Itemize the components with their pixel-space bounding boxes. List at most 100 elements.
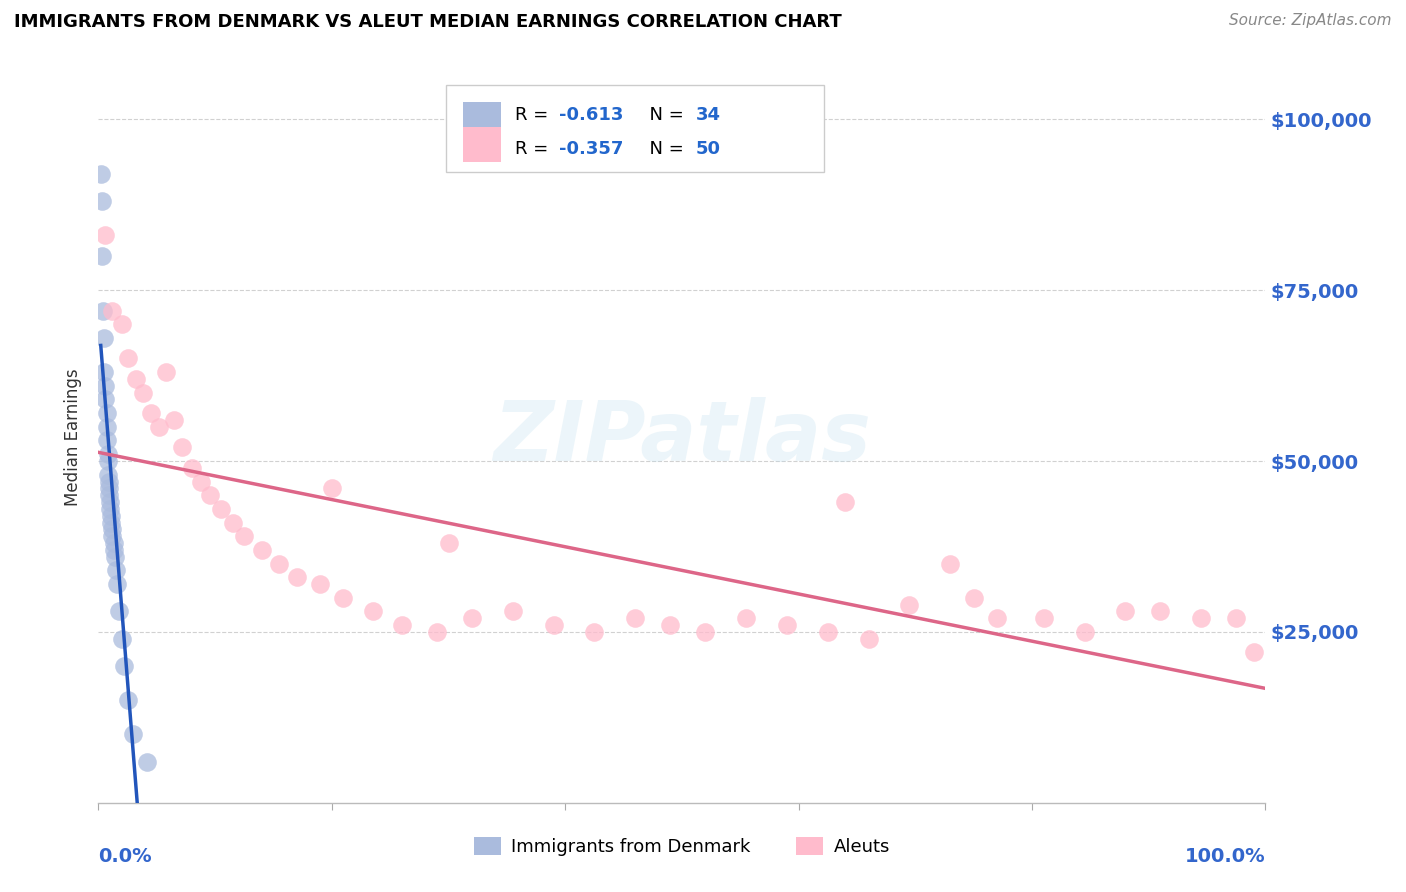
Point <box>1225 611 1247 625</box>
Point <box>1149 604 1171 618</box>
Point <box>391 618 413 632</box>
Point <box>108 604 131 618</box>
Point <box>659 618 682 632</box>
Text: N =: N = <box>637 140 689 158</box>
Point <box>100 508 122 523</box>
Point <box>101 522 124 536</box>
FancyBboxPatch shape <box>463 102 501 137</box>
Text: IMMIGRANTS FROM DENMARK VS ALEUT MEDIAN EARNINGS CORRELATION CHART: IMMIGRANTS FROM DENMARK VS ALEUT MEDIAN … <box>14 13 842 31</box>
Point <box>233 529 256 543</box>
Point <box>695 624 717 639</box>
Point <box>209 501 232 516</box>
Point <box>172 440 194 454</box>
Point <box>180 460 202 475</box>
Point <box>426 624 449 639</box>
Point <box>101 303 124 318</box>
Text: R =: R = <box>515 106 554 124</box>
Point <box>97 447 120 461</box>
Point <box>98 495 121 509</box>
Point <box>155 365 177 379</box>
Point <box>125 372 148 386</box>
Point <box>97 481 120 495</box>
Point <box>122 727 145 741</box>
Point <box>97 467 120 482</box>
Point <box>111 632 134 646</box>
Point <box>103 536 125 550</box>
Point <box>96 406 118 420</box>
Point <box>97 488 120 502</box>
Text: N =: N = <box>637 106 689 124</box>
Point <box>624 611 647 625</box>
Text: -0.613: -0.613 <box>560 106 624 124</box>
Point <box>437 536 460 550</box>
Point <box>98 501 121 516</box>
Point <box>776 618 799 632</box>
Text: 100.0%: 100.0% <box>1185 847 1265 866</box>
Text: R =: R = <box>515 140 554 158</box>
Point <box>361 604 384 618</box>
Point <box>111 318 134 332</box>
Point <box>939 557 962 571</box>
Point <box>735 611 758 625</box>
Point <box>190 475 212 489</box>
Point <box>93 365 115 379</box>
Point <box>105 577 128 591</box>
Text: Source: ZipAtlas.com: Source: ZipAtlas.com <box>1229 13 1392 29</box>
Point <box>163 413 186 427</box>
Point <box>332 591 354 605</box>
Point <box>96 434 118 448</box>
Point <box>104 549 127 564</box>
Point <box>1243 645 1265 659</box>
Point <box>502 604 524 618</box>
Point <box>132 385 155 400</box>
Point <box>583 624 606 639</box>
Point <box>986 611 1008 625</box>
Point <box>90 167 112 181</box>
Point <box>858 632 880 646</box>
Point <box>90 249 112 263</box>
Point <box>285 570 308 584</box>
Point <box>101 529 124 543</box>
Point <box>309 577 332 591</box>
Point <box>461 611 484 625</box>
Point <box>543 618 565 632</box>
Point <box>112 659 135 673</box>
Point <box>321 481 343 495</box>
Point <box>898 598 921 612</box>
Legend: Immigrants from Denmark, Aleuts: Immigrants from Denmark, Aleuts <box>467 830 897 863</box>
Text: 0.0%: 0.0% <box>98 847 152 866</box>
Point <box>91 303 114 318</box>
Point <box>250 542 273 557</box>
Text: 50: 50 <box>696 140 721 158</box>
Point <box>104 563 127 577</box>
Point <box>269 557 291 571</box>
Point <box>1032 611 1054 625</box>
Point <box>96 420 118 434</box>
Point <box>117 351 139 366</box>
Point <box>1189 611 1212 625</box>
Point <box>136 755 159 769</box>
Point <box>97 454 120 468</box>
Point <box>148 420 170 434</box>
Point <box>962 591 984 605</box>
FancyBboxPatch shape <box>463 127 501 161</box>
Point <box>90 194 112 209</box>
Point <box>1114 604 1136 618</box>
Y-axis label: Median Earnings: Median Earnings <box>65 368 83 506</box>
Text: ZIPatlas: ZIPatlas <box>494 397 870 477</box>
Point <box>200 488 222 502</box>
Point <box>834 495 856 509</box>
Point <box>93 331 115 345</box>
Point <box>103 542 125 557</box>
Point <box>221 516 243 530</box>
Point <box>117 693 139 707</box>
Point <box>1073 624 1095 639</box>
Text: 34: 34 <box>696 106 721 124</box>
Point <box>94 379 117 393</box>
Point <box>97 475 120 489</box>
Point <box>139 406 162 420</box>
Point <box>94 392 117 407</box>
Point <box>100 516 122 530</box>
Point <box>817 624 839 639</box>
Point <box>94 228 117 243</box>
